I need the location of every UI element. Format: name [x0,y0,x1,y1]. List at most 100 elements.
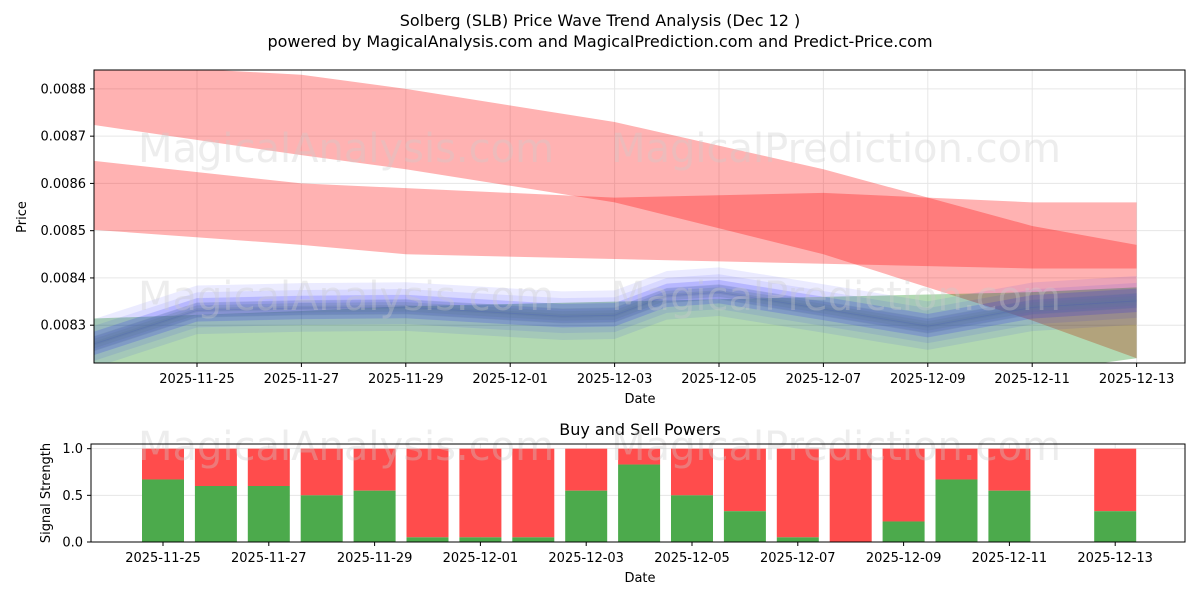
power-x-tick-label: 2025-12-03 [548,551,624,566]
price-y-tick-label: 0.0087 [41,130,87,145]
wave-ribbon [94,279,1137,345]
watermark-analysis-2: MagicalAnalysis.com [138,274,554,320]
price-y-tick-label: 0.0084 [41,271,87,286]
price-y-tick-label: 0.0086 [41,177,87,192]
price-x-label: Date [624,392,655,407]
watermark-prediction: MagicalPrediction.com [611,126,1061,172]
watermark-analysis-3: MagicalAnalysis.com [138,424,554,470]
wave-core-ribbon [94,287,1137,349]
buy-bar [935,479,978,542]
chart-title: Solberg (SLB) Price Wave Trend Analysis … [400,11,801,30]
price-y-tick-label: 0.0085 [41,224,87,239]
buy-bar [565,490,608,542]
power-x-tick-label: 2025-11-27 [231,551,307,566]
price-x-tick-label: 2025-12-05 [681,372,757,387]
watermark-prediction-3: MagicalPrediction.com [611,424,1061,470]
buy-bar [142,479,184,542]
sell-band-upper [94,70,1137,359]
power-x-tick-label: 2025-12-11 [972,551,1048,566]
price-y-tick-label: 0.0083 [41,319,87,334]
buy-bar [194,486,237,542]
sell-bar [512,448,555,538]
power-x-label: Date [624,571,655,586]
power-title: Buy and Sell Powers [559,420,721,439]
sell-bar [882,448,925,522]
buy-bar [723,511,766,542]
sell-bar [459,448,502,538]
price-x-tick-label: 2025-12-11 [994,372,1070,387]
power-x-tick-label: 2025-11-29 [337,551,413,566]
power-y-tick-label: 1.0 [62,442,83,457]
sell-bar [671,448,713,496]
wave-core-ribbon [94,290,1137,352]
sell-bar [723,448,766,512]
sell-bar [194,448,237,486]
buy-bar [882,521,925,542]
sell-bar [1094,448,1137,512]
sell-bar [300,448,343,496]
sell-bar [829,448,872,542]
buy-bar [671,495,713,542]
price-plot-frame [93,69,1186,364]
buy-bar [406,537,449,542]
buy-bar [618,464,661,542]
wave-ribbon [94,288,1137,355]
price-x-tick-label: 2025-12-13 [1099,372,1175,387]
sell-bar [353,448,396,491]
sell-bar [776,448,819,538]
sell-bar [406,448,449,538]
buy-bar [459,537,502,542]
wave-ribbon [94,296,1137,363]
sell-band-lower [94,160,1137,269]
price-x-tick-label: 2025-12-03 [577,372,653,387]
buy-bar [247,486,290,542]
power-y-tick-label: 0.5 [62,489,83,504]
wave-ribbon [94,267,1137,340]
wave-ribbon [94,274,1137,345]
buy-band [94,287,1137,363]
buy-bar [512,537,555,542]
sell-bar [935,448,978,480]
watermark-prediction-2: MagicalPrediction.com [611,274,1061,320]
sell-bar [618,448,661,465]
power-x-axis: 2025-11-25 2025-11-27 2025-11-29 2025-12-01… [125,542,1153,566]
buy-bar [776,537,819,542]
power-x-tick-label: 2025-12-13 [1077,551,1153,566]
sell-bar [142,448,184,480]
price-gridlines [94,70,1185,363]
wave-ribbon [94,291,1137,361]
wave-ribbon [94,291,1137,356]
buy-bar [353,490,396,542]
price-y-axis: 0.0083 0.0084 0.0085 0.0086 0.0087 0.0088 [41,82,94,334]
power-bars [142,448,1137,542]
watermark-analysis: MagicalAnalysis.com [138,126,554,172]
power-x-tick-label: 2025-12-05 [654,551,730,566]
power-x-tick-label: 2025-12-07 [760,551,836,566]
wave-ribbon [94,284,1137,351]
buy-bar [988,490,1031,542]
price-x-tick-label: 2025-12-09 [890,372,966,387]
price-y-tick-label: 0.0088 [41,82,87,97]
buy-bar [300,495,343,542]
power-panel: Buy and Sell Powers MagicalAnalysis.com … [39,420,1186,586]
power-y-axis: 0.0 0.5 1.0 [62,442,91,551]
price-panel: MagicalAnalysis.com MagicalPrediction.co… [15,69,1186,407]
price-x-tick-label: 2025-11-27 [264,372,340,387]
price-x-tick-label: 2025-11-29 [368,372,444,387]
power-plot-frame [90,443,1186,543]
price-x-tick-label: 2025-12-01 [472,372,548,387]
price-x-tick-label: 2025-12-07 [786,372,862,387]
price-bands [94,70,1137,363]
price-x-tick-label: 2025-11-25 [159,372,235,387]
sell-bar [988,448,1031,491]
sell-bar [247,448,290,486]
wave-ribbon [94,280,1137,348]
power-y-label: Signal Strength [39,443,54,543]
sell-bar [565,448,608,491]
power-y-tick-label: 0.0 [62,536,83,551]
price-y-label: Price [15,201,30,233]
power-x-tick-label: 2025-12-09 [866,551,942,566]
power-x-tick-label: 2025-12-01 [443,551,519,566]
power-x-tick-label: 2025-11-25 [125,551,201,566]
